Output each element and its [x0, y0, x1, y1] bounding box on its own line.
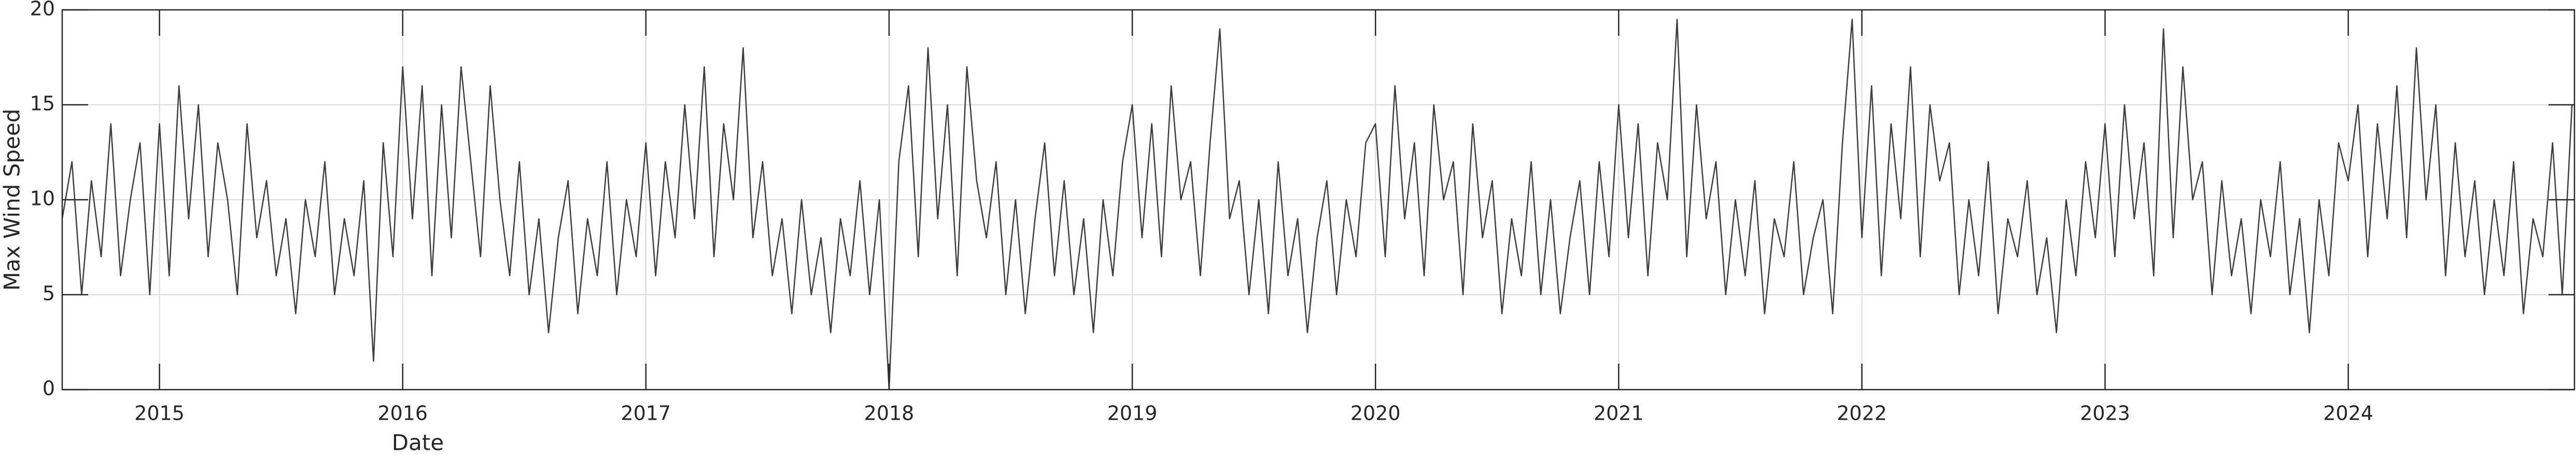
x-tick-label: 2024 [2323, 402, 2373, 425]
y-tick-label: 15 [30, 92, 55, 115]
x-axis-label: Date [392, 430, 444, 455]
x-tick-label: 2021 [1594, 402, 1644, 425]
x-tick-label: 2016 [377, 402, 428, 425]
data-line [61, 19, 2573, 391]
y-tick-label: 10 [30, 187, 55, 210]
y-tick-label: 0 [43, 377, 55, 400]
x-tick-label: 2023 [2080, 402, 2130, 425]
x-tick-label: 2017 [621, 402, 671, 425]
x-tick-label: 2022 [1837, 402, 1887, 425]
y-tick-label: 5 [43, 282, 55, 305]
x-tick-label: 2019 [1107, 402, 1158, 425]
x-tick-label: 2018 [864, 402, 914, 425]
y-tick-label: 20 [30, 0, 55, 20]
x-tick-label: 2015 [134, 402, 185, 425]
y-axis-label: Max Wind Speed [0, 109, 25, 291]
x-tick-label: 2020 [1350, 402, 1401, 425]
